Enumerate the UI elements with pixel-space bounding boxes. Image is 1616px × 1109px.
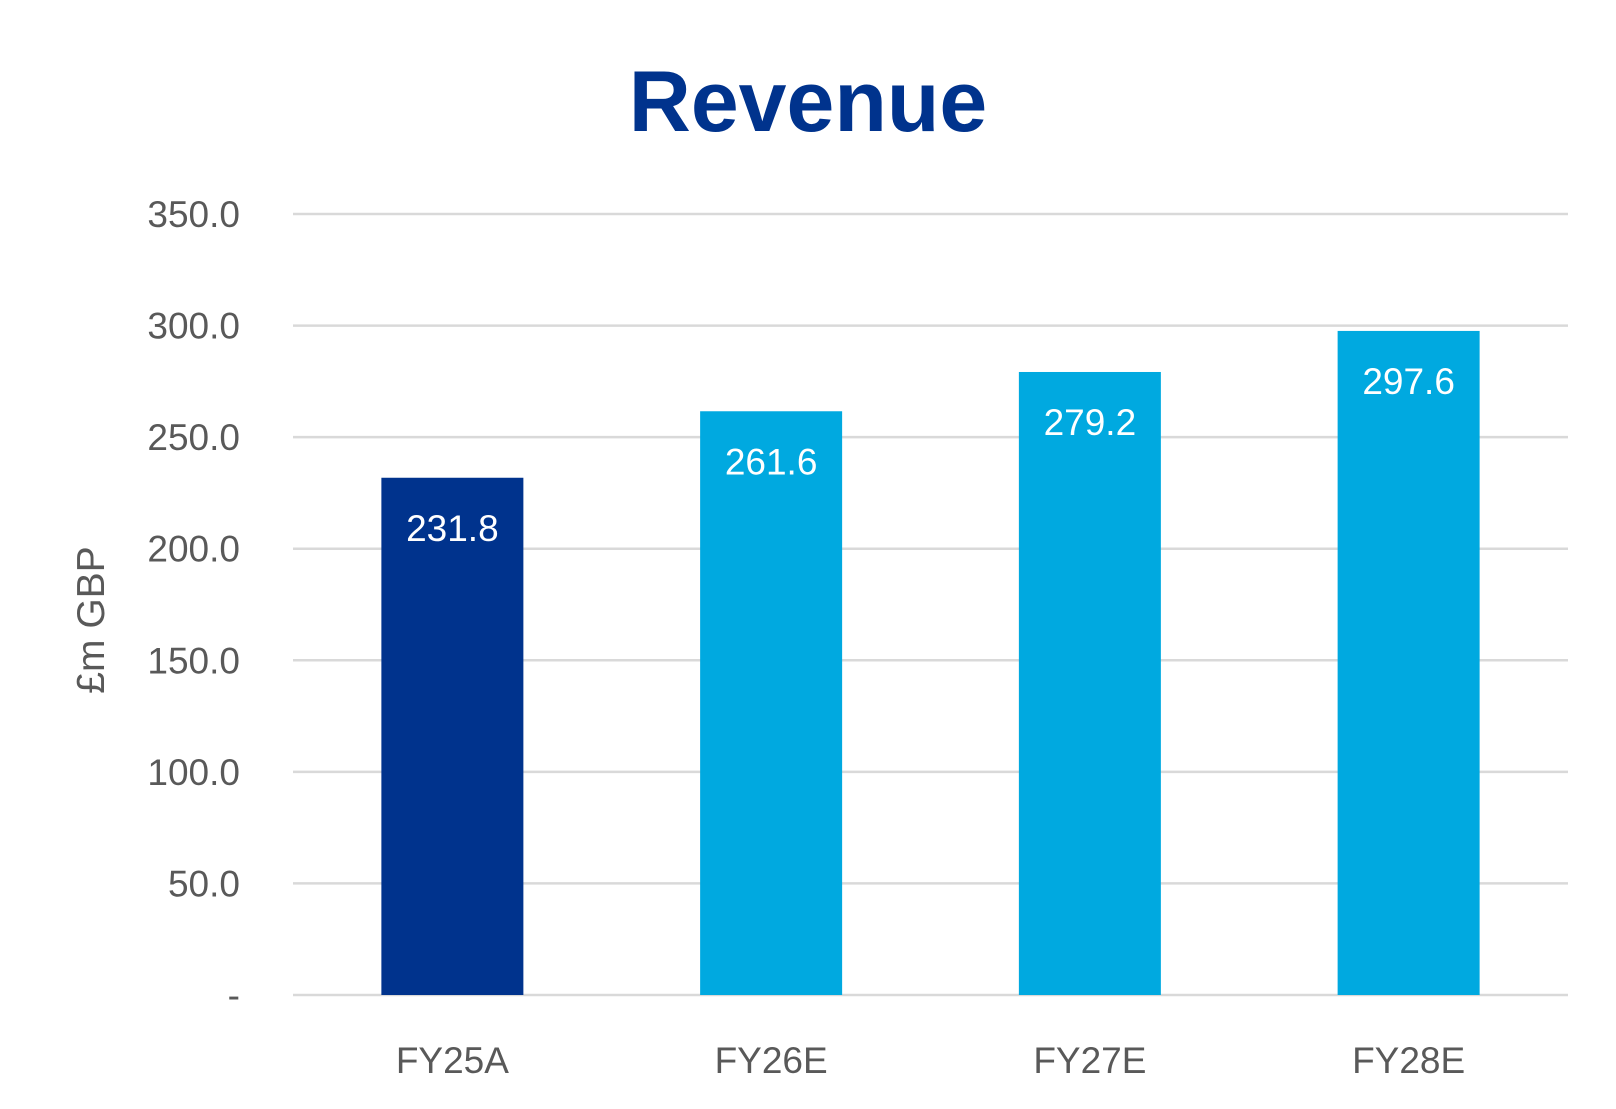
y-tick-label: 200.0 [147,529,240,570]
data-labels: 231.8 261.6 279.2 297.6 [406,361,1455,549]
data-label: 279.2 [1044,402,1137,443]
data-label: 261.6 [725,441,818,482]
bar-fy25a [381,477,524,995]
bar-fy27e [1018,371,1161,996]
chart-title: Revenue [628,54,988,150]
data-label: 231.8 [406,508,499,549]
x-tick-label: FY26E [715,1040,828,1081]
bar-fy28e [1337,330,1480,995]
y-tick-label: 250.0 [147,417,240,458]
y-tick-label: 300.0 [147,306,240,347]
x-tick-label: FY25A [396,1040,509,1081]
y-tick-label: - [228,975,240,1016]
bar-fy26e [700,411,843,995]
y-tick-label: 100.0 [147,752,240,793]
x-tick-label: FY27E [1033,1040,1146,1081]
y-tick-label: 350.0 [147,194,240,235]
y-tick-label: 50.0 [168,863,240,904]
data-label: 297.6 [1362,361,1455,402]
x-tick-labels: FY25A FY26E FY27E FY28E [396,1040,1465,1081]
y-tick-labels: - 50.0 100.0 150.0 200.0 250.0 300.0 350.0 [147,194,240,1016]
bars [381,330,1480,996]
x-tick-label: FY28E [1352,1040,1465,1081]
y-tick-label: 150.0 [147,640,240,681]
